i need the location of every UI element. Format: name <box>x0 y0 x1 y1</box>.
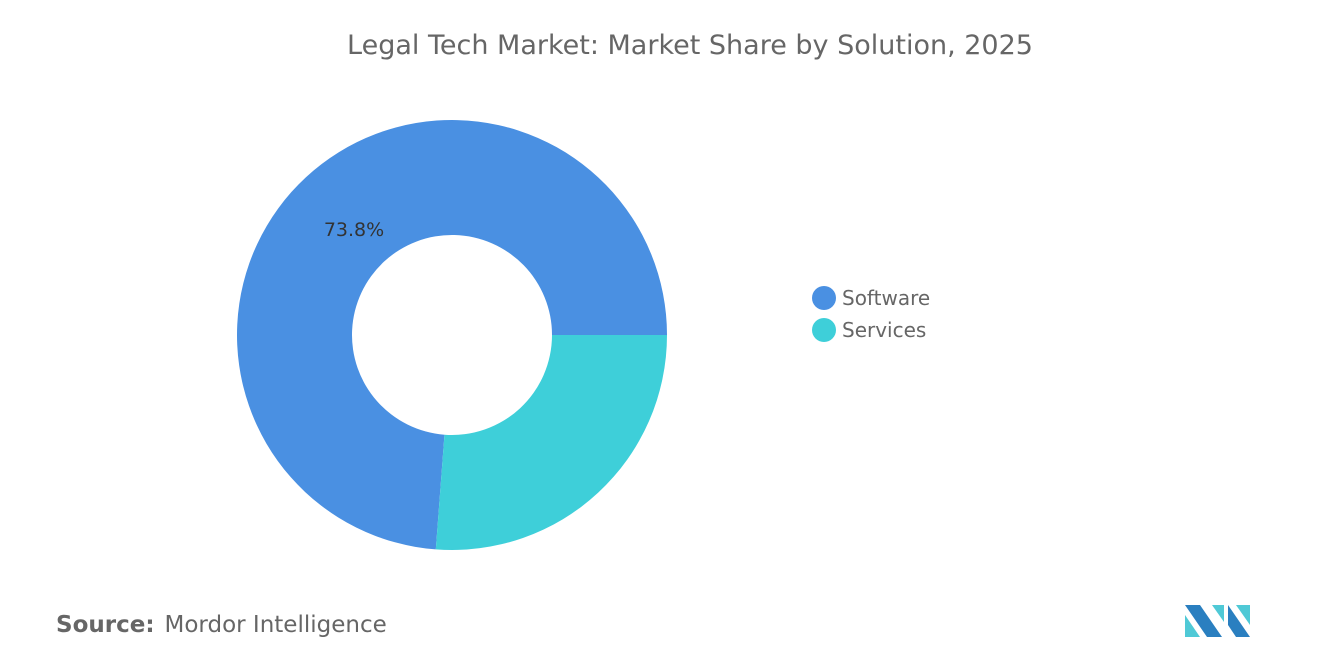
legend-swatch-software <box>812 286 836 310</box>
slice-services[interactable] <box>435 335 667 550</box>
source-value: Mordor Intelligence <box>164 612 387 638</box>
legend-item-software[interactable]: Software <box>812 286 930 310</box>
logo-shape-3 <box>1212 605 1224 622</box>
legend-label-software: Software <box>842 286 931 310</box>
data-label-software: 73.8% <box>324 219 384 241</box>
logo-shape-5 <box>1236 605 1250 625</box>
logo-shape-1 <box>1185 605 1222 637</box>
slice-software[interactable] <box>237 119 667 550</box>
logo-shape-2 <box>1185 615 1200 637</box>
logo-shape-4 <box>1228 605 1250 637</box>
legend-item-services[interactable]: Services <box>812 318 926 342</box>
legend-label-services: Services <box>842 318 927 342</box>
legend-swatch-services <box>812 318 836 342</box>
chart-title: Legal Tech Market: Market Share by Solut… <box>347 30 1033 61</box>
source-note: Source: Mordor Intelligence <box>56 612 387 638</box>
source-label: Source: <box>56 612 155 638</box>
